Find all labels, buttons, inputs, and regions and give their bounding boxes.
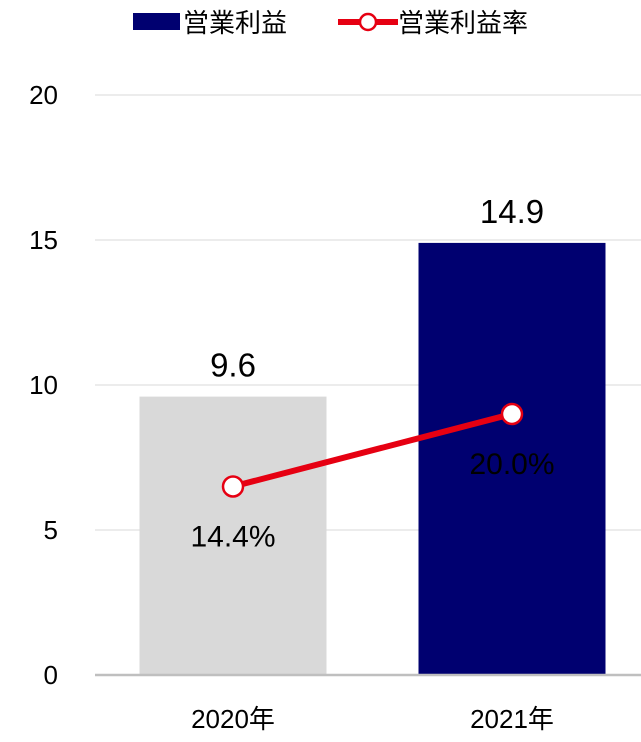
legend-bar-label: 営業利益 — [183, 8, 287, 38]
line-series — [221, 402, 524, 498]
y-tick-label-20: 20 — [29, 80, 58, 110]
line-value-label-1: 20.0% — [469, 448, 554, 481]
y-tick-label-15: 15 — [29, 225, 58, 255]
bar-value-label-1: 14.9 — [480, 193, 544, 230]
line-path — [232, 411, 513, 490]
legend-bar-swatch — [133, 13, 180, 30]
x-tick-label-1: 2021年 — [470, 704, 554, 734]
line-value-label-0: 14.4% — [190, 521, 275, 554]
bar-series — [139, 242, 606, 675]
y-tick-label-5: 5 — [44, 515, 58, 545]
legend: 営業利益 営業利益率 — [133, 8, 528, 38]
data-labels: 9.6 14.9 14.4% 20.0% — [190, 193, 554, 554]
y-tick-label-10: 10 — [29, 370, 58, 400]
bar-value-label-0: 9.6 — [210, 347, 256, 384]
legend-line-marker — [358, 12, 378, 32]
x-tick-label-0: 2020年 — [191, 704, 275, 734]
legend-line-label: 営業利益率 — [398, 8, 528, 38]
line-point-0 — [221, 475, 245, 498]
bar-0 — [139, 396, 327, 675]
bar-1 — [418, 242, 606, 675]
y-axis: 0 5 10 15 20 — [29, 80, 58, 690]
y-tick-label-0: 0 — [44, 660, 58, 690]
line-point-1 — [500, 402, 524, 426]
category-labels: 2020年 2021年 — [191, 704, 554, 734]
